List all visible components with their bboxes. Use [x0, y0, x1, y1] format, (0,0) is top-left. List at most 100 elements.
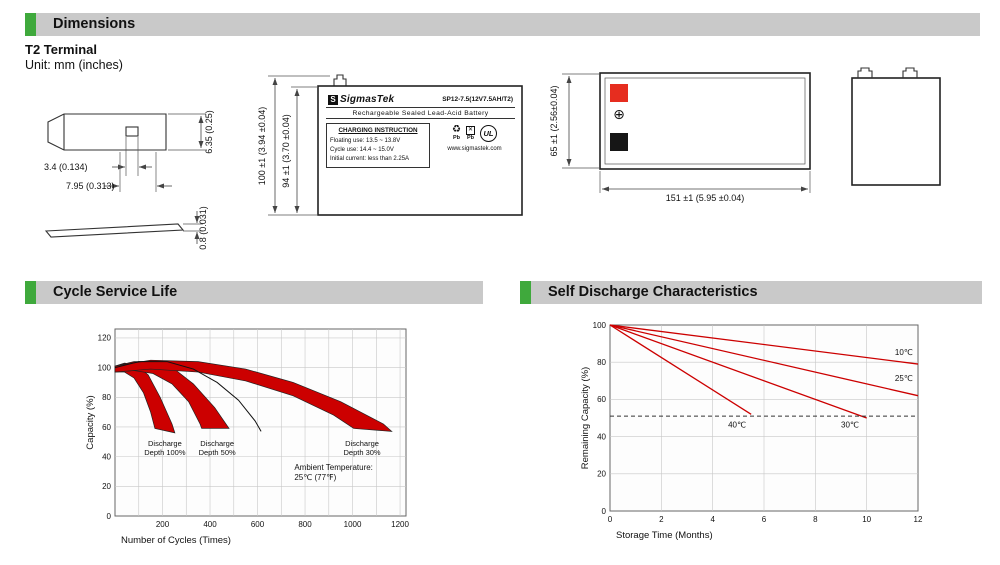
header-accent-icon [25, 13, 36, 36]
envelope-curve [114, 361, 262, 432]
unit-note: Unit: mm (inches) [25, 58, 123, 72]
self-discharge-header-bar: Self Discharge Characteristics [520, 281, 982, 304]
label-header-row: S SigmasTek SP12-7.5(12V7.5AH/T2) [326, 93, 515, 107]
x-tick-label: 4 [710, 515, 715, 524]
sigmastek-logo-icon: S [328, 94, 338, 105]
brand-name: SigmasTek [340, 94, 395, 105]
pb-label: Pb [452, 135, 461, 142]
x-tick-label: 800 [298, 520, 312, 529]
battery-front-view [268, 74, 523, 216]
x-tick-label: 10 [862, 515, 871, 524]
y-tick-label: 40 [102, 452, 111, 461]
label-body: CHARGING INSTRUCTION Floating use: 13.5 … [326, 123, 515, 168]
top-view-inner-line [604, 77, 806, 165]
charging-line: Cycle use: 14.4 ~ 15.0V [330, 147, 394, 154]
width-dim-label: 151 ±1 (5.95 ±0.04) [666, 193, 744, 203]
band-label: Depth 50% [199, 448, 236, 457]
x-tick-label: 1200 [391, 520, 409, 529]
dimensions-header-bar: Dimensions [25, 13, 980, 36]
band-label: Depth 100% [144, 448, 186, 457]
series-line [609, 324, 752, 415]
series-label: 40℃ [728, 420, 746, 429]
recycle-icon: ♻ [452, 124, 461, 136]
battery-front-outline [317, 85, 523, 216]
annotation-text: Ambient Temperature: [294, 463, 373, 472]
terminal-hole [125, 126, 139, 137]
dimensions-title: Dimensions [53, 16, 136, 32]
tab-height-dim-label: 6.35 (0.25) [204, 110, 214, 154]
front-terminal-tab [333, 74, 347, 86]
band-label: Discharge [345, 439, 379, 448]
y-tick-label: 20 [597, 470, 606, 479]
charging-instruction-title: CHARGING INSTRUCTION [338, 127, 418, 134]
side-view-outline [851, 77, 941, 186]
series-label: 30℃ [841, 420, 859, 429]
x-tick-label: 200 [156, 520, 170, 529]
y-tick-label: 60 [102, 423, 111, 432]
x-axis-label: Number of Cycles (Times) [121, 535, 231, 546]
x-tick-label: 600 [251, 520, 265, 529]
band-label: Depth 30% [343, 448, 380, 457]
y-axis-label: Capacity (%) [85, 395, 96, 449]
y-tick-label: 100 [98, 363, 112, 372]
x-tick-label: 1000 [344, 520, 362, 529]
cycle-service-life-header-bar: Cycle Service Life [25, 281, 483, 304]
dimension-drawings: 3.4 (0.134) 7.95 (0.313) 6.35 (0.25) 0.8… [44, 67, 941, 250]
y-tick-label: 80 [102, 393, 111, 402]
x-tick-label: 12 [914, 515, 923, 524]
model-number: SP12-7.5(12V7.5AH/T2) [442, 96, 513, 103]
positive-terminal-red [610, 84, 628, 102]
y-tick-label: 120 [98, 334, 112, 343]
charging-instruction-box: CHARGING INSTRUCTION Floating use: 13.5 … [326, 123, 430, 168]
crossed-bin-icon: ✕ [465, 125, 475, 135]
series-line [609, 324, 867, 419]
terminal-detail-drawing [44, 113, 206, 244]
hole-width-dim-label: 3.4 (0.134) [44, 162, 88, 172]
series-line [609, 324, 919, 397]
pb-disposal-mark: ✕ Pb [465, 125, 475, 141]
cycle-service-life-title: Cycle Service Life [53, 284, 178, 300]
pb-recycle-mark: ♻ Pb [452, 124, 461, 142]
x-tick-label: 8 [813, 515, 818, 524]
terminal-side-strip [44, 223, 185, 238]
side-terminal-tab [902, 67, 918, 78]
website-url: www.sigmastek.com [447, 146, 502, 152]
thickness-dim-label: 0.8 (0.031) [198, 206, 208, 250]
label-icons-area: ♻ Pb ✕ Pb UL www.sigmastek.com [434, 123, 515, 168]
tab-width-dim-label: 7.95 (0.313) [66, 181, 115, 191]
top-view-outline [599, 72, 811, 170]
series-line [609, 324, 919, 365]
annotation-text: 25℃ (77℉) [294, 473, 336, 482]
side-terminal-tab [857, 67, 873, 78]
depth-dim-label: 65 ±1 (2.56±0.04) [549, 86, 559, 157]
y-axis-label: Remaining Capacity (%) [580, 367, 591, 469]
battery-type-text: Rechargeable Sealed Lead-Acid Battery [326, 107, 515, 119]
header-accent-icon [520, 281, 531, 304]
container-height-dim-label: 94 ±1 (3.70 ±0.04) [281, 114, 291, 187]
pb-label: Pb [466, 134, 474, 141]
band-label: Discharge [148, 439, 182, 448]
y-tick-label: 0 [107, 512, 112, 521]
x-tick-label: 6 [762, 515, 767, 524]
ul-mark-icon: UL [479, 125, 497, 142]
band-label: Discharge [200, 439, 234, 448]
x-tick-label: 0 [608, 515, 613, 524]
charging-line: Initial current: less than 2.25A [330, 156, 410, 163]
terminal-type-label: T2 Terminal [25, 42, 98, 57]
y-tick-label: 60 [597, 395, 606, 404]
x-axis-label: Storage Time (Months) [616, 530, 713, 541]
header-accent-icon [25, 281, 36, 304]
negative-terminal-black [610, 133, 628, 151]
x-tick-label: 400 [203, 520, 217, 529]
y-tick-label: 40 [597, 432, 606, 441]
charging-line: Floating use: 13.5 ~ 13.8V [330, 137, 401, 144]
discharge-band [114, 359, 393, 432]
x-tick-label: 2 [659, 515, 664, 524]
battery-top-view [562, 72, 811, 193]
battery-side-view [851, 67, 941, 186]
y-tick-label: 0 [602, 507, 607, 516]
series-label: 10℃ [895, 348, 913, 357]
y-tick-label: 20 [102, 482, 111, 491]
plus-polarity-icon: ⊕ [613, 106, 625, 122]
